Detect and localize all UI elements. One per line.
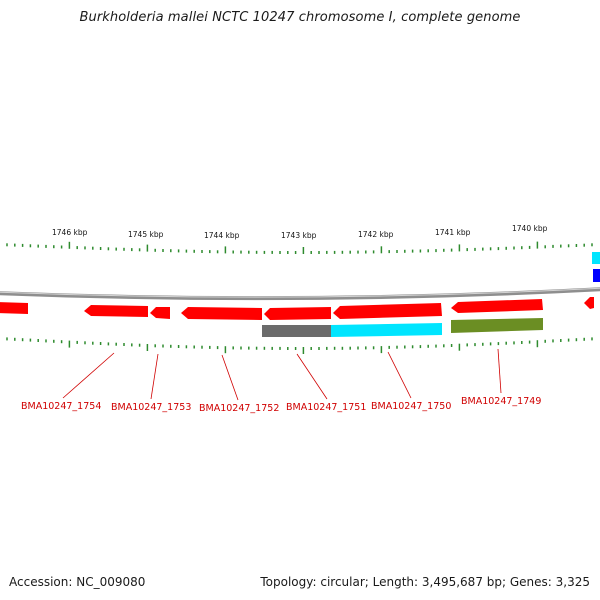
blue-feature-right-edge[interactable]	[593, 269, 600, 282]
gene-label-1749: BMA10247_1749	[461, 396, 541, 407]
gene-arrow-1754[interactable]	[84, 305, 148, 317]
cyan-feature-1750[interactable]	[331, 323, 442, 337]
gene-callout-lines	[62, 348, 502, 401]
gene-label-1751: BMA10247_1751	[286, 402, 366, 413]
gene-labels: BMA10247_1754 BMA10247_1753 BMA10247_175…	[21, 396, 541, 414]
scale-ticks-outer	[6, 241, 593, 254]
gene-label-1753: BMA10247_1753	[111, 402, 191, 413]
genome-backbone	[0, 287, 600, 301]
callout-line-1750	[387, 351, 412, 399]
gene-arrow-1751[interactable]	[264, 307, 331, 320]
gene-arrow-left-edge[interactable]	[0, 302, 28, 314]
genome-summary: Topology: circular; Length: 3,495,687 bp…	[260, 575, 590, 589]
callout-line-1753	[150, 353, 159, 400]
gene-label-1750: BMA10247_1750	[371, 401, 451, 412]
cyan-feature-right-edge[interactable]	[592, 252, 600, 264]
gray-feature-1751[interactable]	[262, 325, 332, 337]
scale-ticks-inner	[6, 337, 593, 354]
gene-arrow-1749[interactable]	[451, 299, 543, 313]
callout-line-1754	[62, 352, 115, 399]
callout-line-1751	[296, 353, 328, 400]
gene-arrow-right-edge[interactable]	[584, 297, 594, 309]
accession-label: Accession: NC_009080	[9, 575, 146, 589]
gene-label-1752: BMA10247_1752	[199, 403, 279, 414]
gene-label-1754: BMA10247_1754	[21, 401, 101, 412]
kbp-label-1746: 1746 kbp	[52, 228, 88, 237]
gene-arrow-1750[interactable]	[333, 303, 442, 319]
gene-features	[0, 252, 600, 337]
backbone-arc	[0, 287, 600, 301]
page-title: Burkholderia mallei NCTC 10247 chromosom…	[79, 10, 521, 25]
callout-line-1752	[221, 354, 239, 401]
gene-arrow-1752[interactable]	[181, 307, 262, 320]
backbone-arc-highlight	[0, 287, 600, 298]
kbp-label-1742: 1742 kbp	[358, 230, 394, 239]
kbp-label-1740: 1740 kbp	[512, 224, 548, 233]
kbp-label-1743: 1743 kbp	[281, 231, 317, 240]
kbp-label-1744: 1744 kbp	[204, 231, 240, 240]
gene-arrow-1753[interactable]	[150, 307, 170, 319]
kbp-scale-labels: 1746 kbp 1745 kbp 1744 kbp 1743 kbp 1742…	[52, 224, 548, 240]
kbp-label-1745: 1745 kbp	[128, 230, 164, 239]
callout-line-1749	[497, 348, 502, 394]
olive-feature-1749[interactable]	[451, 318, 543, 333]
kbp-label-1741: 1741 kbp	[435, 228, 471, 237]
